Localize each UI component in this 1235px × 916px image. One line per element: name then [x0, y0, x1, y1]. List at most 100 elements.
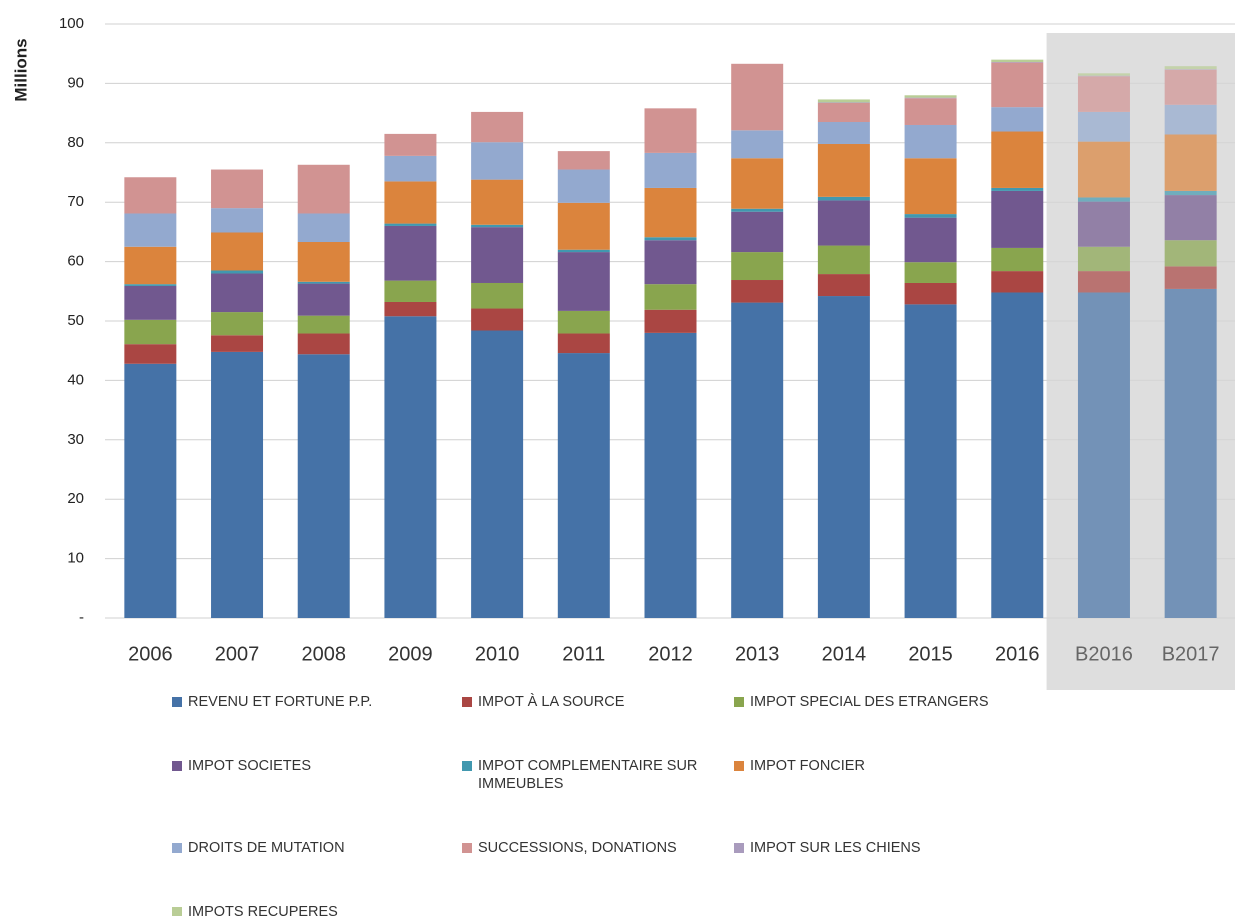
bar-segment [817, 245, 870, 275]
y-tick-label: 90 [67, 74, 84, 91]
bar-segment [557, 252, 610, 311]
bar-segment [991, 59, 1044, 63]
bar-segment [124, 246, 177, 285]
legend-swatch [734, 843, 744, 853]
bar-segment [991, 62, 1044, 63]
legend-swatch [172, 697, 182, 707]
bar-segment [904, 95, 957, 98]
bar-segment [557, 310, 610, 334]
bar-segment [817, 122, 870, 144]
legend-label: IMPOT FONCIER [750, 758, 865, 774]
y-tick-label: 50 [67, 312, 84, 329]
bar-segment [1077, 201, 1130, 247]
x-tick-label: 2010 [475, 643, 520, 665]
bar-segment [297, 164, 350, 214]
legend-label: SUCCESSIONS, DONATIONS [478, 840, 677, 856]
legend-item: IMPOT À LA SOURCE [462, 693, 734, 711]
x-tick-label: 2013 [735, 643, 780, 665]
bar-segment [817, 274, 870, 297]
bar-segment [211, 270, 264, 274]
bar-segment [1164, 190, 1217, 196]
bar-segment [731, 280, 784, 303]
x-tick-label: 2008 [301, 643, 346, 665]
bar-segment [644, 187, 697, 238]
bar-segment [1164, 240, 1217, 267]
bar-segment [384, 181, 437, 224]
x-tick-label: 2012 [648, 643, 693, 665]
bar-segment [124, 284, 177, 286]
bar-segment [644, 332, 697, 618]
chart: Millions - 10 20 30 40 50 60 70 80 90 100 2006 2007 2… [11, 15, 1235, 690]
bar-segment [904, 158, 957, 215]
bar-segment [557, 151, 610, 170]
bar-segment [1077, 73, 1130, 76]
legend-swatch [734, 697, 744, 707]
bar-segment [904, 304, 957, 618]
bar-segment [731, 63, 784, 131]
legend-item: IMPOTS RECUPERES [172, 903, 462, 916]
bar-segment [384, 133, 437, 156]
x-tick-label: 2007 [215, 643, 260, 665]
bar-segment [297, 241, 350, 282]
y-tick-label: 40 [67, 371, 84, 388]
bar-segment [384, 223, 437, 226]
legend-label: IMPOT SPECIAL DES ETRANGERS [750, 694, 989, 710]
bar-segment [1164, 104, 1217, 135]
legend-item: DROITS DE MUTATION [172, 839, 462, 857]
legend-swatch [172, 907, 182, 916]
bar-segment [471, 282, 524, 309]
bar-segment [991, 107, 1044, 132]
bar-segment [1077, 75, 1130, 77]
bar-segment [1164, 288, 1217, 618]
bar-segment [817, 200, 870, 246]
bar-segment [471, 227, 524, 283]
bar-segment [557, 333, 610, 354]
bar-segment [557, 202, 610, 250]
bar-segment [731, 130, 784, 159]
bar-segment [644, 108, 697, 153]
bar-segment [1164, 69, 1217, 70]
legend-swatch [462, 697, 472, 707]
legend-item: IMPOT SPECIAL DES ETRANGERS [734, 693, 1074, 711]
legend-label: IMPOT COMPLEMENTAIRE SUR IMMEUBLES [478, 758, 698, 792]
legend-item: IMPOT FONCIER [734, 757, 1074, 793]
bar-segment [904, 282, 957, 305]
bar-segment [211, 232, 264, 271]
bar-segment [731, 158, 784, 209]
highlight-overlay [1046, 33, 1235, 690]
legend-label: IMPOT À LA SOURCE [478, 694, 625, 710]
x-tick-label: 2011 [562, 643, 605, 665]
bar-segment [211, 169, 264, 209]
bar-segment [991, 292, 1044, 618]
legend-swatch [172, 761, 182, 771]
bar-segment [904, 262, 957, 283]
bar-segment [1077, 292, 1130, 618]
legend-label: IMPOTS RECUPERES [188, 904, 338, 916]
bar-segment [124, 177, 177, 214]
bar-segment [297, 281, 350, 284]
legend-item: IMPOT SOCIETES [172, 757, 462, 793]
bar-segment [297, 315, 350, 334]
x-tick-label: B2017 [1162, 643, 1220, 665]
bar-segment [211, 351, 264, 618]
bar-segment [904, 217, 957, 263]
y-tick-label: 70 [67, 193, 84, 210]
legend-swatch [462, 843, 472, 853]
legend: REVENU ET FORTUNE P.P. IMPOT À LA SOURCE I… [172, 693, 1102, 916]
bar-segment [297, 333, 350, 355]
legend-swatch [172, 843, 182, 853]
bar-segment [384, 280, 437, 302]
bar-segment [731, 208, 784, 212]
y-tick-label: 30 [67, 431, 84, 448]
bar-segment [991, 62, 1044, 108]
bar-segment [644, 284, 697, 310]
bar-segment [817, 103, 870, 123]
bar-segment [384, 155, 437, 182]
bar-segment [124, 319, 177, 345]
y-tick-label: 10 [67, 550, 84, 567]
bar-segment [1077, 141, 1130, 198]
bar-segment [1164, 195, 1217, 241]
bar-segment [991, 247, 1044, 272]
bar-segment [817, 296, 870, 618]
bar-segment [384, 301, 437, 317]
